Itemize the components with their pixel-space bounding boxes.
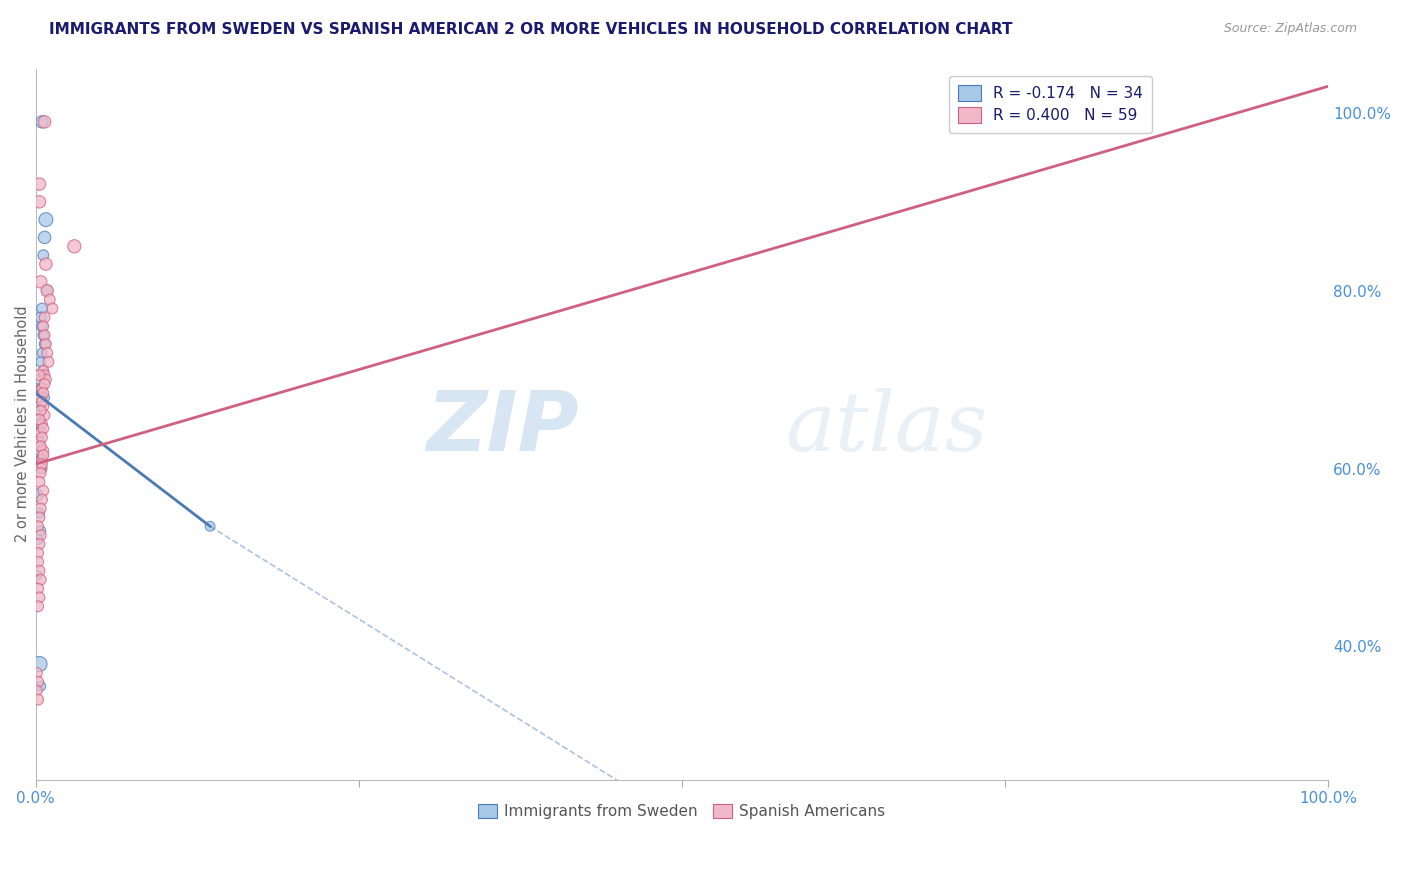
Point xyxy=(32,386,55,401)
Text: IMMIGRANTS FROM SWEDEN VS SPANISH AMERICAN 2 OR MORE VEHICLES IN HOUSEHOLD CORRE: IMMIGRANTS FROM SWEDEN VS SPANISH AMERIC… xyxy=(49,22,1012,37)
Point xyxy=(27,555,49,569)
Point xyxy=(27,519,49,533)
Point xyxy=(27,674,49,689)
Point xyxy=(32,364,55,378)
Point xyxy=(31,457,53,471)
Point xyxy=(34,391,56,405)
Point xyxy=(32,328,55,343)
Point xyxy=(35,337,58,351)
Point xyxy=(37,284,59,298)
Point xyxy=(30,573,52,587)
Point xyxy=(27,582,49,596)
Point xyxy=(32,483,55,498)
Point xyxy=(28,373,51,387)
Point xyxy=(41,301,63,316)
Point xyxy=(34,408,56,422)
Point xyxy=(34,115,56,129)
Point xyxy=(27,546,49,560)
Point xyxy=(28,510,51,524)
Point xyxy=(27,599,49,614)
Point xyxy=(31,382,53,396)
Point xyxy=(37,284,59,298)
Point xyxy=(30,382,52,396)
Point xyxy=(28,434,51,449)
Point xyxy=(30,501,52,516)
Point xyxy=(30,461,52,475)
Point xyxy=(28,506,51,520)
Point xyxy=(34,230,56,244)
Point xyxy=(32,364,55,378)
Point xyxy=(27,533,49,547)
Point xyxy=(34,328,56,343)
Point xyxy=(30,310,52,325)
Point xyxy=(27,425,49,440)
Point xyxy=(31,346,53,360)
Point xyxy=(34,337,56,351)
Point xyxy=(28,417,51,431)
Point xyxy=(27,408,49,422)
Point xyxy=(198,519,221,533)
Text: ZIP: ZIP xyxy=(426,387,578,468)
Point xyxy=(31,115,53,129)
Point xyxy=(28,564,51,578)
Point xyxy=(32,448,55,462)
Point xyxy=(31,301,53,316)
Point xyxy=(30,452,52,467)
Point xyxy=(25,568,48,582)
Point xyxy=(32,443,55,458)
Point xyxy=(30,425,52,440)
Point xyxy=(28,177,51,191)
Point xyxy=(37,346,59,360)
Point xyxy=(38,293,60,307)
Point xyxy=(31,394,53,409)
Point xyxy=(31,382,53,396)
Point xyxy=(25,488,48,502)
Point xyxy=(30,528,52,542)
Point xyxy=(30,417,52,431)
Point xyxy=(63,239,86,253)
Point xyxy=(30,524,52,538)
Text: Source: ZipAtlas.com: Source: ZipAtlas.com xyxy=(1223,22,1357,36)
Point xyxy=(28,475,51,489)
Point xyxy=(37,355,59,369)
Point xyxy=(32,248,55,262)
Y-axis label: 2 or more Vehicles in Household: 2 or more Vehicles in Household xyxy=(15,306,30,542)
Point xyxy=(35,373,58,387)
Point xyxy=(27,692,49,706)
Point xyxy=(28,443,51,458)
Point xyxy=(32,421,55,435)
Point xyxy=(28,657,51,671)
Point xyxy=(30,679,52,693)
Point xyxy=(31,417,53,431)
Point xyxy=(35,257,58,271)
Legend: Immigrants from Sweden, Spanish Americans: Immigrants from Sweden, Spanish American… xyxy=(472,798,891,825)
Point xyxy=(28,412,51,426)
Point xyxy=(31,461,53,475)
Point xyxy=(30,466,52,480)
Point xyxy=(30,439,52,453)
Point xyxy=(31,319,53,334)
Point xyxy=(32,399,55,413)
Point xyxy=(34,377,56,392)
Point xyxy=(28,537,51,551)
Point xyxy=(31,452,53,467)
Point xyxy=(28,591,51,605)
Point xyxy=(30,275,52,289)
Point xyxy=(35,212,58,227)
Point xyxy=(31,492,53,507)
Point xyxy=(28,434,51,449)
Point xyxy=(31,430,53,444)
Point xyxy=(34,310,56,325)
Point xyxy=(30,391,52,405)
Point xyxy=(25,683,48,698)
Point xyxy=(28,194,51,209)
Point xyxy=(28,399,51,413)
Point xyxy=(28,368,51,383)
Point xyxy=(25,665,48,680)
Point xyxy=(30,403,52,417)
Point xyxy=(32,319,55,334)
Text: atlas: atlas xyxy=(786,388,987,467)
Point xyxy=(34,368,56,383)
Point xyxy=(30,355,52,369)
